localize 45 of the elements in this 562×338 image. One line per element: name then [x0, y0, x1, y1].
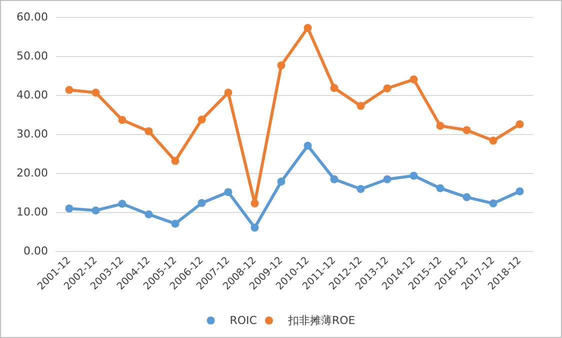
point	[277, 178, 286, 186]
point	[65, 204, 74, 212]
legend-label: 扣非摊薄ROE	[286, 314, 356, 327]
point	[198, 199, 206, 208]
point	[436, 184, 444, 192]
point	[198, 116, 206, 124]
point	[92, 88, 100, 97]
point	[118, 200, 126, 208]
point	[304, 142, 312, 150]
point	[171, 156, 180, 165]
point	[516, 120, 524, 128]
point	[436, 122, 444, 130]
point	[304, 24, 312, 32]
y-tick-label: 20.00	[16, 166, 48, 180]
point	[462, 193, 471, 202]
y-tick-label: 60.00	[16, 10, 48, 24]
point	[330, 84, 338, 92]
point	[65, 86, 74, 94]
legend-label: ROIC	[230, 314, 258, 327]
point	[118, 116, 126, 124]
point	[224, 88, 232, 97]
point	[171, 220, 180, 228]
y-tick-label: 0.00	[24, 244, 48, 258]
point	[250, 199, 259, 208]
point	[383, 84, 392, 92]
y-tick-label: 40.00	[16, 88, 48, 102]
y-tick-label: 10.00	[16, 206, 48, 218]
point	[383, 175, 392, 184]
point	[489, 136, 498, 145]
point	[250, 224, 259, 232]
point	[277, 61, 286, 70]
point	[224, 188, 232, 196]
point	[144, 210, 153, 218]
point	[330, 175, 338, 184]
y-tick-label: 50.00	[16, 50, 48, 62]
point	[356, 102, 365, 110]
point	[356, 184, 365, 193]
point	[462, 126, 471, 134]
point	[410, 172, 418, 180]
point	[489, 199, 498, 208]
point	[516, 187, 524, 196]
point	[144, 127, 153, 136]
point	[92, 206, 100, 214]
y-tick-label: 30.00	[16, 128, 48, 140]
point	[410, 75, 418, 84]
